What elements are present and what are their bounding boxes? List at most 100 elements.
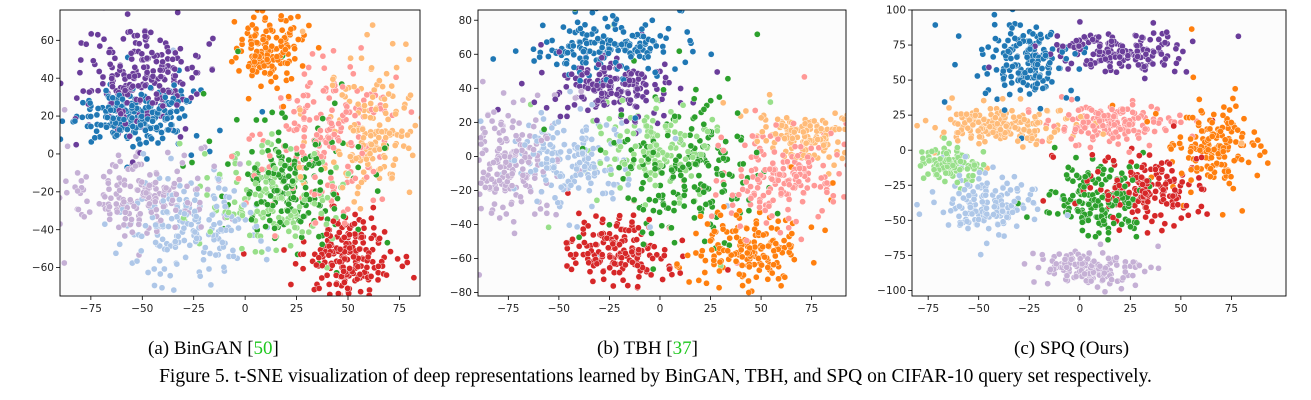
scatter-point [191, 196, 199, 204]
scatter-point [872, 127, 878, 133]
scatter-point [293, 97, 301, 105]
scatter-point [675, 47, 683, 55]
scatter-point [392, 155, 399, 163]
scatter-point [409, 152, 417, 159]
scatter-point [769, 159, 777, 167]
scatter-point [171, 72, 179, 80]
scatter-point [154, 139, 162, 147]
scatter-point [575, 184, 582, 192]
scatter-point [264, 139, 272, 146]
scatter-point [174, 10, 182, 16]
scatter-point [368, 64, 375, 72]
scatter-point [999, 184, 1007, 192]
scatter-point [591, 169, 599, 177]
scatter-point [299, 265, 307, 273]
scatter-point [43, 164, 49, 170]
scatter-point [291, 224, 299, 231]
scatter-point [371, 295, 376, 296]
scatter-point [668, 166, 675, 174]
scatter-point [640, 33, 647, 40]
scatter-point [770, 261, 777, 269]
scatter-point [751, 107, 759, 114]
scatter-point [626, 77, 633, 84]
scatter-point [108, 75, 116, 82]
scatter-point [671, 128, 679, 136]
scatter-point [823, 179, 831, 187]
scatter-point [193, 132, 200, 140]
scatter-point [1162, 180, 1170, 188]
scatter-point [285, 200, 292, 208]
scatter-point [576, 77, 584, 85]
scatter-point [593, 117, 601, 124]
scatter-point [172, 206, 180, 214]
scatter-point [399, 262, 406, 270]
scatter-point [1094, 197, 1102, 205]
scatter-point [852, 213, 858, 219]
scatter-point [857, 148, 858, 154]
scatter-point [1009, 10, 1016, 13]
scatter-point [590, 163, 598, 171]
scatter-point [330, 190, 338, 198]
scatter-point [978, 46, 986, 53]
scatter-point [660, 48, 667, 56]
scatter-point [639, 206, 647, 214]
scatter-point [267, 192, 274, 200]
scatter-point [651, 182, 659, 189]
scatter-point [700, 120, 708, 128]
scatter-point [197, 223, 205, 231]
scatter-point [781, 135, 788, 142]
scatter-point [756, 203, 763, 211]
scatter-point [112, 200, 120, 208]
scatter-point [695, 277, 703, 284]
scatter-point [346, 63, 354, 71]
scatter-point [122, 215, 129, 223]
scatter-point [121, 232, 129, 240]
scatter-point [315, 233, 323, 240]
scatter-point [101, 193, 109, 201]
scatter-point [702, 201, 710, 208]
scatter-point [981, 138, 989, 146]
scatter-point [425, 88, 431, 94]
scatter-point [509, 117, 517, 125]
scatter-point [656, 32, 664, 40]
scatter-point [86, 208, 94, 216]
scatter-point [246, 232, 254, 239]
scatter-point [604, 244, 612, 252]
scatter-point [248, 40, 255, 48]
scatter-point [355, 143, 362, 151]
scatter-point [920, 174, 927, 182]
scatter-point [732, 211, 740, 219]
scatter-point [510, 99, 517, 106]
scatter-point [354, 190, 361, 197]
scatter-point [117, 110, 125, 118]
scatter-point [336, 245, 344, 253]
scatter-point [560, 141, 568, 148]
scatter-point [363, 173, 371, 181]
scatter-point [318, 262, 326, 269]
scatter-point [955, 190, 963, 197]
scatter-point [255, 185, 262, 192]
scatter-point [173, 107, 181, 115]
scatter-point [627, 163, 634, 171]
scatter-point [1075, 65, 1083, 73]
scatter-point [753, 138, 761, 145]
scatter-point [546, 141, 554, 149]
scatter-point [305, 228, 313, 236]
scatter-point [775, 275, 782, 283]
scatter-point [315, 44, 323, 52]
scatter-point [508, 182, 516, 190]
scatter-point [536, 53, 543, 61]
scatter-point [1028, 186, 1036, 193]
scatter-point [215, 184, 223, 192]
scatter-point [1049, 153, 1057, 161]
scatter-point [676, 269, 684, 277]
scatter-point [617, 143, 624, 151]
scatter-point [149, 117, 156, 125]
scatter-point [1067, 135, 1075, 143]
scatter-point [669, 173, 677, 181]
scatter-point [998, 174, 1006, 181]
scatter-point [299, 28, 306, 35]
scatter-point [479, 78, 487, 85]
scatter-point [1019, 143, 1027, 151]
scatter-point [1133, 162, 1141, 170]
